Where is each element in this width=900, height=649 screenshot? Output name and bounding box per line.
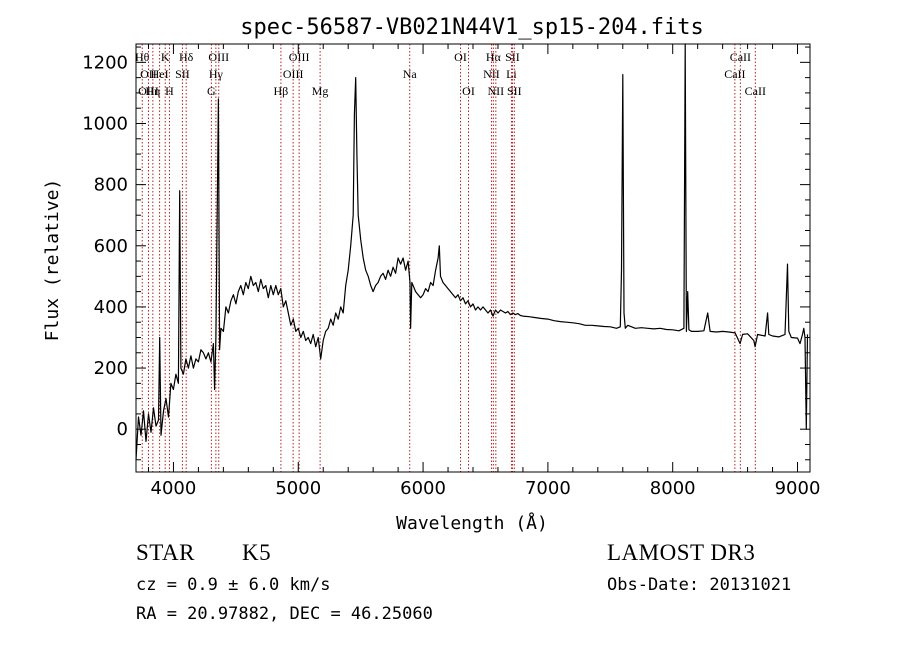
line-mark-label: OI [454,50,467,64]
y-tick-label: 600 [94,236,128,257]
y-axis-title: Flux (relative) [42,179,63,342]
tick-layer: 4000 5000 6000 7000 8000 9000 0 200 400 600 800 100… [82,44,820,499]
survey-label: LAMOST DR3 [607,540,756,565]
line-mark-label: Hδ [179,50,194,64]
y-tick-label: 1200 [82,52,128,73]
x-tick-label: 4000 [151,478,197,499]
line-mark-label: Hα [486,50,502,64]
x-tick-label: 5000 [275,478,321,499]
y-tick-label: 1000 [82,113,128,134]
line-mark-label: NII [488,84,505,98]
line-mark-label: CaII [745,84,766,98]
line-mark-label: OII [140,67,157,81]
x-tick-label: 9000 [775,478,821,499]
line-mark-label: OI [462,84,475,98]
coordinates: RA = 20.97882, DEC = 46.25060 [136,604,433,624]
plot-frame [135,43,811,473]
line-mark-label: K [161,50,170,64]
line-mark-label: Mg [312,84,329,98]
line-mark-label: HeI [151,67,169,81]
line-mark-label: CaII [730,50,751,64]
line-mark-label: SII [175,67,190,81]
spectrum-series-line [135,43,809,460]
line-mark-label: OIII [289,50,310,64]
y-tick-label: 200 [94,358,128,379]
line-mark-label: Hη [145,84,160,98]
x-tick-label: 8000 [650,478,696,499]
line-mark-label: G [207,84,216,98]
class-label: STAR [136,540,195,565]
observation-date: Obs-Date: 20131021 [607,575,792,595]
line-mark-label: SII [507,84,522,98]
line-mark-label: CaII [724,67,745,81]
line-mark-label: Hγ [209,67,224,81]
x-axis-title: Wavelength (Å) [396,512,548,534]
line-mark-label: OIII [138,84,159,98]
line-mark-layer: HθOIIOIIIHηHeIKHSIIHδGHγOIIIHβOIIIOIIIMg… [135,44,766,472]
line-mark-label: Hβ [274,84,289,98]
y-tick-label: 800 [94,175,128,196]
line-mark-label: SII [505,50,520,64]
line-mark-label: Na [403,67,418,81]
line-mark-label: OIII [283,67,304,81]
y-tick-label: 400 [94,297,128,318]
line-mark-label: OIII [208,50,229,64]
line-mark-label: H [165,84,174,98]
line-mark-label: NII [483,67,500,81]
y-tick-label: 0 [117,419,128,440]
line-mark-label: Li [506,67,517,81]
x-tick-label: 6000 [400,478,446,499]
subclass-label: K5 [242,540,272,565]
x-tick-label: 7000 [525,478,571,499]
redshift-velocity: cz = 0.9 ± 6.0 km/s [136,575,331,595]
line-mark-label: Hθ [135,50,150,64]
series-layer [135,43,809,460]
chart-title: spec-56587-VB021N44V1_sp15-204.fits [240,15,704,40]
